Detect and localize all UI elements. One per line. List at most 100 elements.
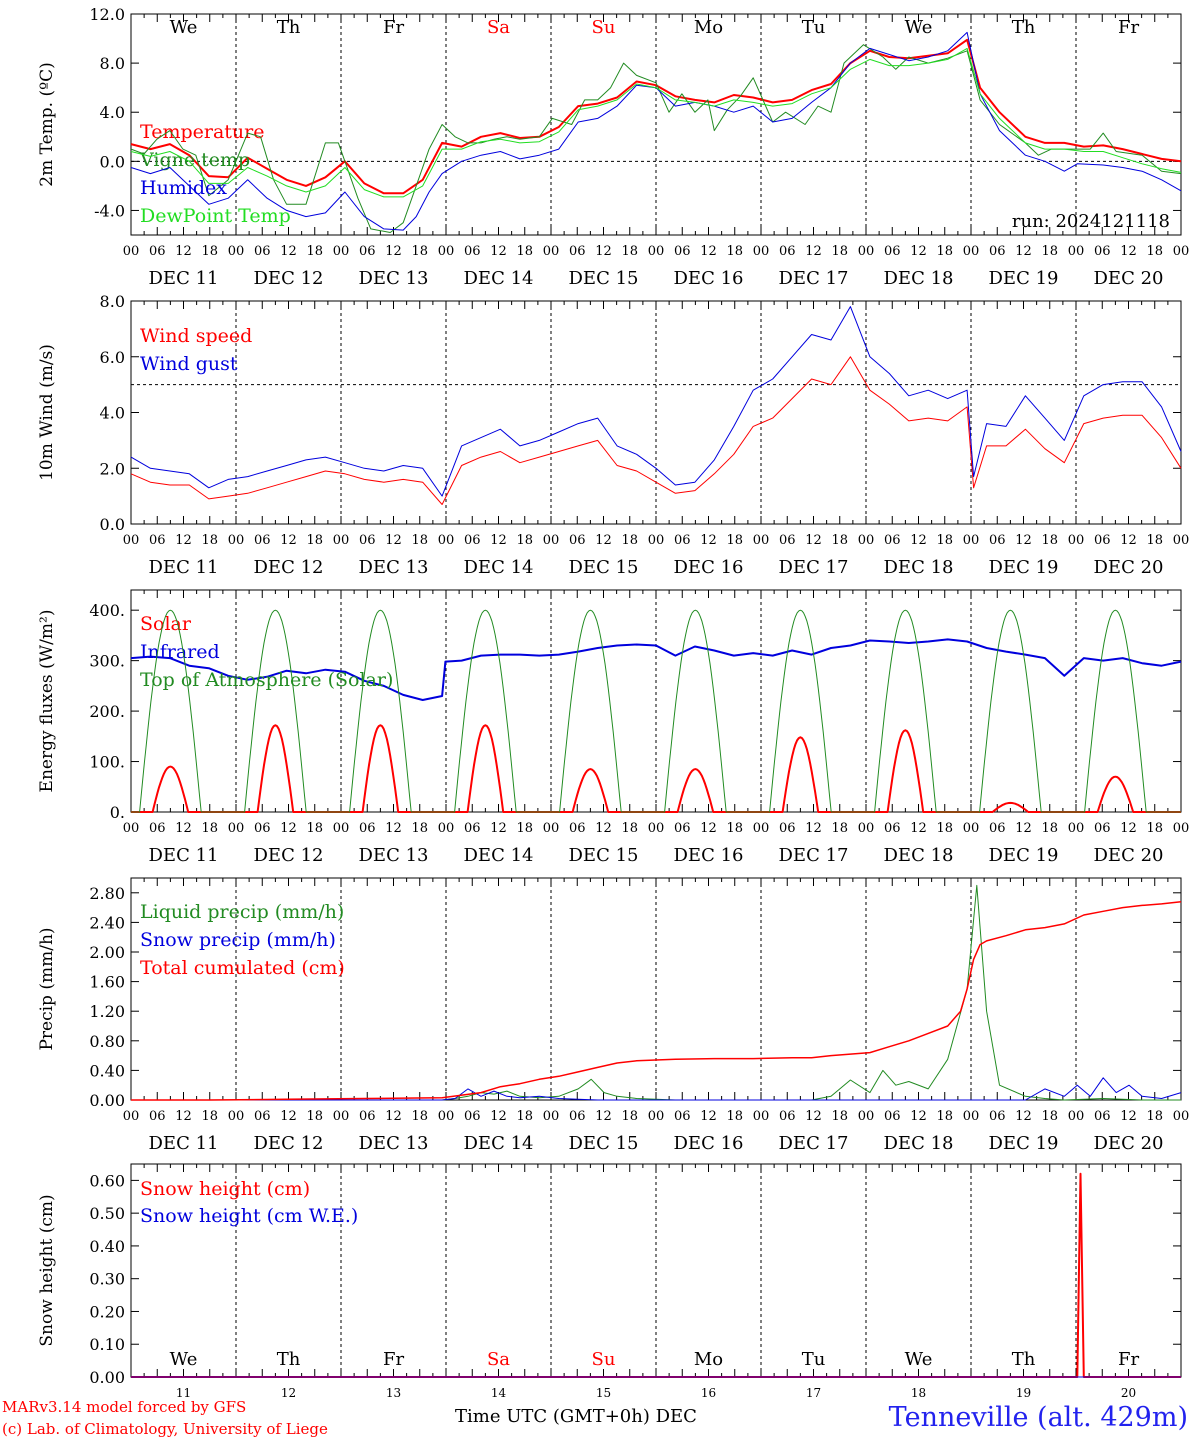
hour-tick-label: 06 [1094,244,1111,259]
date-label: DEC 11 [149,557,219,578]
hour-tick-label: 12 [595,244,612,259]
hour-tick-label: 06 [779,1109,796,1124]
weekday-label: Tu [802,1349,826,1370]
hour-tick-label: 06 [149,244,166,259]
hour-tick-label: 18 [726,244,743,259]
legend-entry: Vigne temp [139,149,250,171]
y-tick-label: 0.20 [89,1302,125,1321]
hour-tick-label: 12 [385,821,402,836]
date-label: DEC 18 [884,1133,954,1154]
date-label: DEC 17 [779,557,849,578]
x-axis-label: Time UTC (GMT+0h) DEC [455,1406,697,1427]
hour-tick-label: 12 [1015,533,1032,548]
date-label: DEC 12 [254,557,324,578]
y-tick-label: 100. [89,753,125,772]
weekday-label: Mo [694,17,723,38]
hour-tick-label: 18 [1146,821,1163,836]
date-label: DEC 12 [254,268,324,289]
weekday-label: We [170,1349,198,1370]
y-axis-label: Energy fluxes (W/m²) [37,610,57,793]
hour-tick-label: 06 [989,244,1006,259]
y-axis-label: 10m Wind (m/s) [37,344,57,481]
hour-tick-label: 00 [333,533,350,548]
hour-tick-label: 18 [411,1109,428,1124]
y-axis-label: 2m Temp. (ºC) [37,62,57,187]
hour-tick-label: 18 [1146,244,1163,259]
hour-tick-label: 12 [490,821,507,836]
series-line-infrared [130,638,1182,701]
y-tick-label: 2.00 [89,943,125,962]
hour-tick-label: 00 [543,1109,560,1124]
hour-tick-label: 06 [989,533,1006,548]
hour-tick-label: 12 [490,244,507,259]
date-label: DEC 14 [464,1133,534,1154]
hour-tick-label: 00 [753,1109,770,1124]
y-tick-label: -4.0 [94,201,125,220]
date-label: DEC 14 [464,268,534,289]
date-label: DEC 18 [884,845,954,866]
date-label: DEC 15 [569,845,639,866]
hour-tick-label: 12 [175,1109,192,1124]
hour-tick-label: 18 [411,244,428,259]
hour-tick-label: 00 [858,821,875,836]
y-tick-label: 2.40 [89,913,125,932]
date-label: DEC 19 [989,268,1059,289]
hour-tick-label: 12 [910,1109,927,1124]
hour-tick-label: 18 [726,821,743,836]
hour-tick-label: 18 [306,821,323,836]
date-label: DEC 16 [674,557,744,578]
hour-tick-label: 12 [280,821,297,836]
hour-tick-label: 06 [1094,821,1111,836]
hour-tick-label: 18 [936,533,953,548]
hour-tick-label: 00 [543,821,560,836]
legend-entry: Humidex [140,177,227,199]
hour-tick-label: 06 [884,1109,901,1124]
legend-entry: Total cumulated (cm) [140,957,345,979]
hour-tick-label: 06 [674,1109,691,1124]
hour-tick-label: 06 [569,1109,586,1124]
date-label: DEC 15 [569,1133,639,1154]
hour-tick-label: 00 [963,533,980,548]
date-label: DEC 11 [149,845,219,866]
hour-tick-label: 00 [543,244,560,259]
hour-tick-label: 00 [123,1109,140,1124]
hour-tick-label: 18 [936,821,953,836]
hour-tick-label: 06 [149,1109,166,1124]
y-tick-label: 0.00 [89,1091,125,1110]
date-label: DEC 13 [359,1133,429,1154]
hour-tick-label: 00 [333,821,350,836]
hour-tick-label: 00 [753,244,770,259]
y-tick-label: 400. [89,601,125,620]
hour-tick-label: 12 [1015,821,1032,836]
series-line-temperature [130,38,1182,195]
hour-tick-label: 00 [228,821,245,836]
hour-tick-label: 18 [831,1109,848,1124]
date-label: DEC 17 [779,1133,849,1154]
legend-entry: Temperature [140,121,264,143]
hour-tick-label: 00 [963,244,980,259]
y-tick-label: 0.10 [89,1335,125,1354]
hour-tick-label: 00 [648,533,665,548]
legend-entry: Snow precip (mm/h) [140,929,336,951]
hour-tick-label: 00 [1068,821,1085,836]
hour-tick-label: 06 [254,244,271,259]
weekday-label: Su [592,17,616,38]
hour-tick-label: 18 [621,1109,638,1124]
hour-tick-label: 06 [884,533,901,548]
hour-tick-label: 00 [438,1109,455,1124]
legend-entry: Wind gust [140,353,238,375]
y-tick-label: 12.0 [89,5,125,24]
date-label: DEC 20 [1094,268,1164,289]
hour-tick-label: 12 [1120,1109,1137,1124]
hour-tick-label: 18 [516,821,533,836]
hour-tick-label: 12 [805,244,822,259]
weekday-label: Th [1012,1349,1036,1370]
day-number-label: 15 [596,1386,611,1400]
date-label: DEC 19 [989,557,1059,578]
date-label: DEC 18 [884,268,954,289]
hour-tick-label: 12 [280,244,297,259]
hour-tick-label: 06 [149,821,166,836]
date-label: DEC 13 [359,268,429,289]
weekday-label: Th [277,1349,301,1370]
day-number-label: 19 [1016,1386,1031,1400]
